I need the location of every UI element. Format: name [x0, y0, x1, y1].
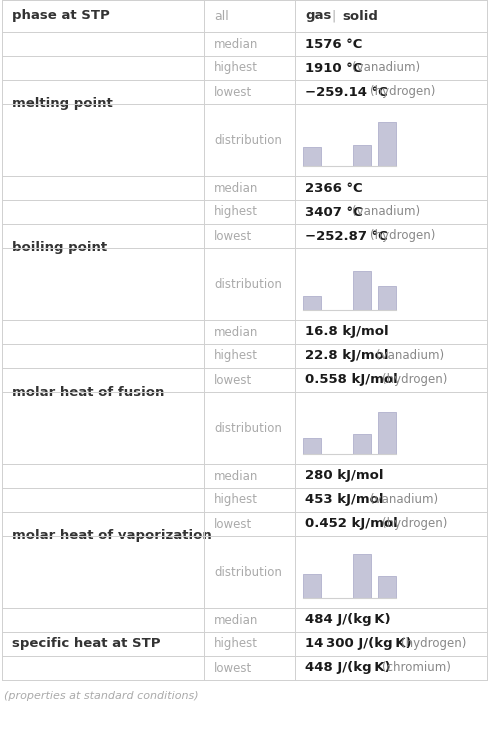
Bar [377, 122, 395, 166]
Text: distribution: distribution [214, 565, 281, 578]
Text: molar heat of fusion: molar heat of fusion [12, 386, 164, 398]
Text: all: all [214, 10, 228, 22]
Text: (vanadium): (vanadium) [375, 350, 443, 363]
Bar [377, 575, 395, 598]
Text: highest: highest [214, 494, 258, 506]
Text: median: median [214, 181, 258, 195]
Text: (properties at standard conditions): (properties at standard conditions) [4, 691, 198, 701]
Text: distribution: distribution [214, 422, 281, 434]
Text: (hydrogen): (hydrogen) [382, 518, 447, 530]
Bar [352, 271, 370, 310]
Text: 448 J/(kg K): 448 J/(kg K) [305, 661, 390, 675]
Text: (hydrogen): (hydrogen) [400, 637, 465, 650]
Text: (chromium): (chromium) [382, 661, 450, 675]
Text: 453 kJ/mol: 453 kJ/mol [305, 494, 383, 506]
Text: 16.8 kJ/mol: 16.8 kJ/mol [305, 326, 388, 339]
Text: highest: highest [214, 637, 258, 650]
Text: highest: highest [214, 205, 258, 219]
Text: lowest: lowest [214, 229, 252, 243]
Text: median: median [214, 613, 258, 626]
Text: distribution: distribution [214, 277, 281, 291]
Text: melting point: melting point [12, 97, 113, 111]
Text: lowest: lowest [214, 374, 252, 386]
Text: 0.558 kJ/mol: 0.558 kJ/mol [305, 374, 397, 386]
Text: 22.8 kJ/mol: 22.8 kJ/mol [305, 350, 387, 363]
Text: (hydrogen): (hydrogen) [382, 374, 447, 386]
Text: molar heat of vaporization: molar heat of vaporization [12, 530, 211, 542]
Bar [352, 145, 370, 166]
Text: highest: highest [214, 350, 258, 363]
Text: |: | [330, 10, 335, 22]
Text: (hydrogen): (hydrogen) [369, 85, 434, 99]
Bar [303, 147, 320, 166]
Bar [303, 437, 320, 454]
Text: (hydrogen): (hydrogen) [369, 229, 434, 243]
Text: gas: gas [305, 10, 331, 22]
Text: 1576 °C: 1576 °C [305, 37, 362, 50]
Bar [303, 574, 320, 598]
Text: median: median [214, 37, 258, 50]
Text: −252.87 °C: −252.87 °C [305, 229, 387, 243]
Bar [352, 434, 370, 454]
Text: −259.14 °C: −259.14 °C [305, 85, 387, 99]
Text: 2366 °C: 2366 °C [305, 181, 362, 195]
Text: 0.452 kJ/mol: 0.452 kJ/mol [305, 518, 397, 530]
Text: median: median [214, 470, 258, 482]
Text: lowest: lowest [214, 661, 252, 675]
Text: phase at STP: phase at STP [12, 10, 109, 22]
Bar [303, 296, 320, 310]
Bar [377, 411, 395, 454]
Text: 3407 °C: 3407 °C [305, 205, 362, 219]
Text: highest: highest [214, 61, 258, 74]
Text: solid: solid [341, 10, 377, 22]
Text: 280 kJ/mol: 280 kJ/mol [305, 470, 383, 482]
Text: distribution: distribution [214, 133, 281, 147]
Text: 1910 °C: 1910 °C [305, 61, 362, 74]
Text: specific heat at STP: specific heat at STP [12, 637, 160, 650]
Text: (vanadium): (vanadium) [351, 61, 419, 74]
Text: (vanadium): (vanadium) [369, 494, 437, 506]
Text: median: median [214, 326, 258, 339]
Bar [352, 554, 370, 598]
Bar [377, 286, 395, 310]
Text: 14 300 J/(kg K): 14 300 J/(kg K) [305, 637, 411, 650]
Text: (vanadium): (vanadium) [351, 205, 419, 219]
Text: lowest: lowest [214, 85, 252, 99]
Text: 484 J/(kg K): 484 J/(kg K) [305, 613, 390, 626]
Text: boiling point: boiling point [12, 241, 107, 255]
Text: lowest: lowest [214, 518, 252, 530]
